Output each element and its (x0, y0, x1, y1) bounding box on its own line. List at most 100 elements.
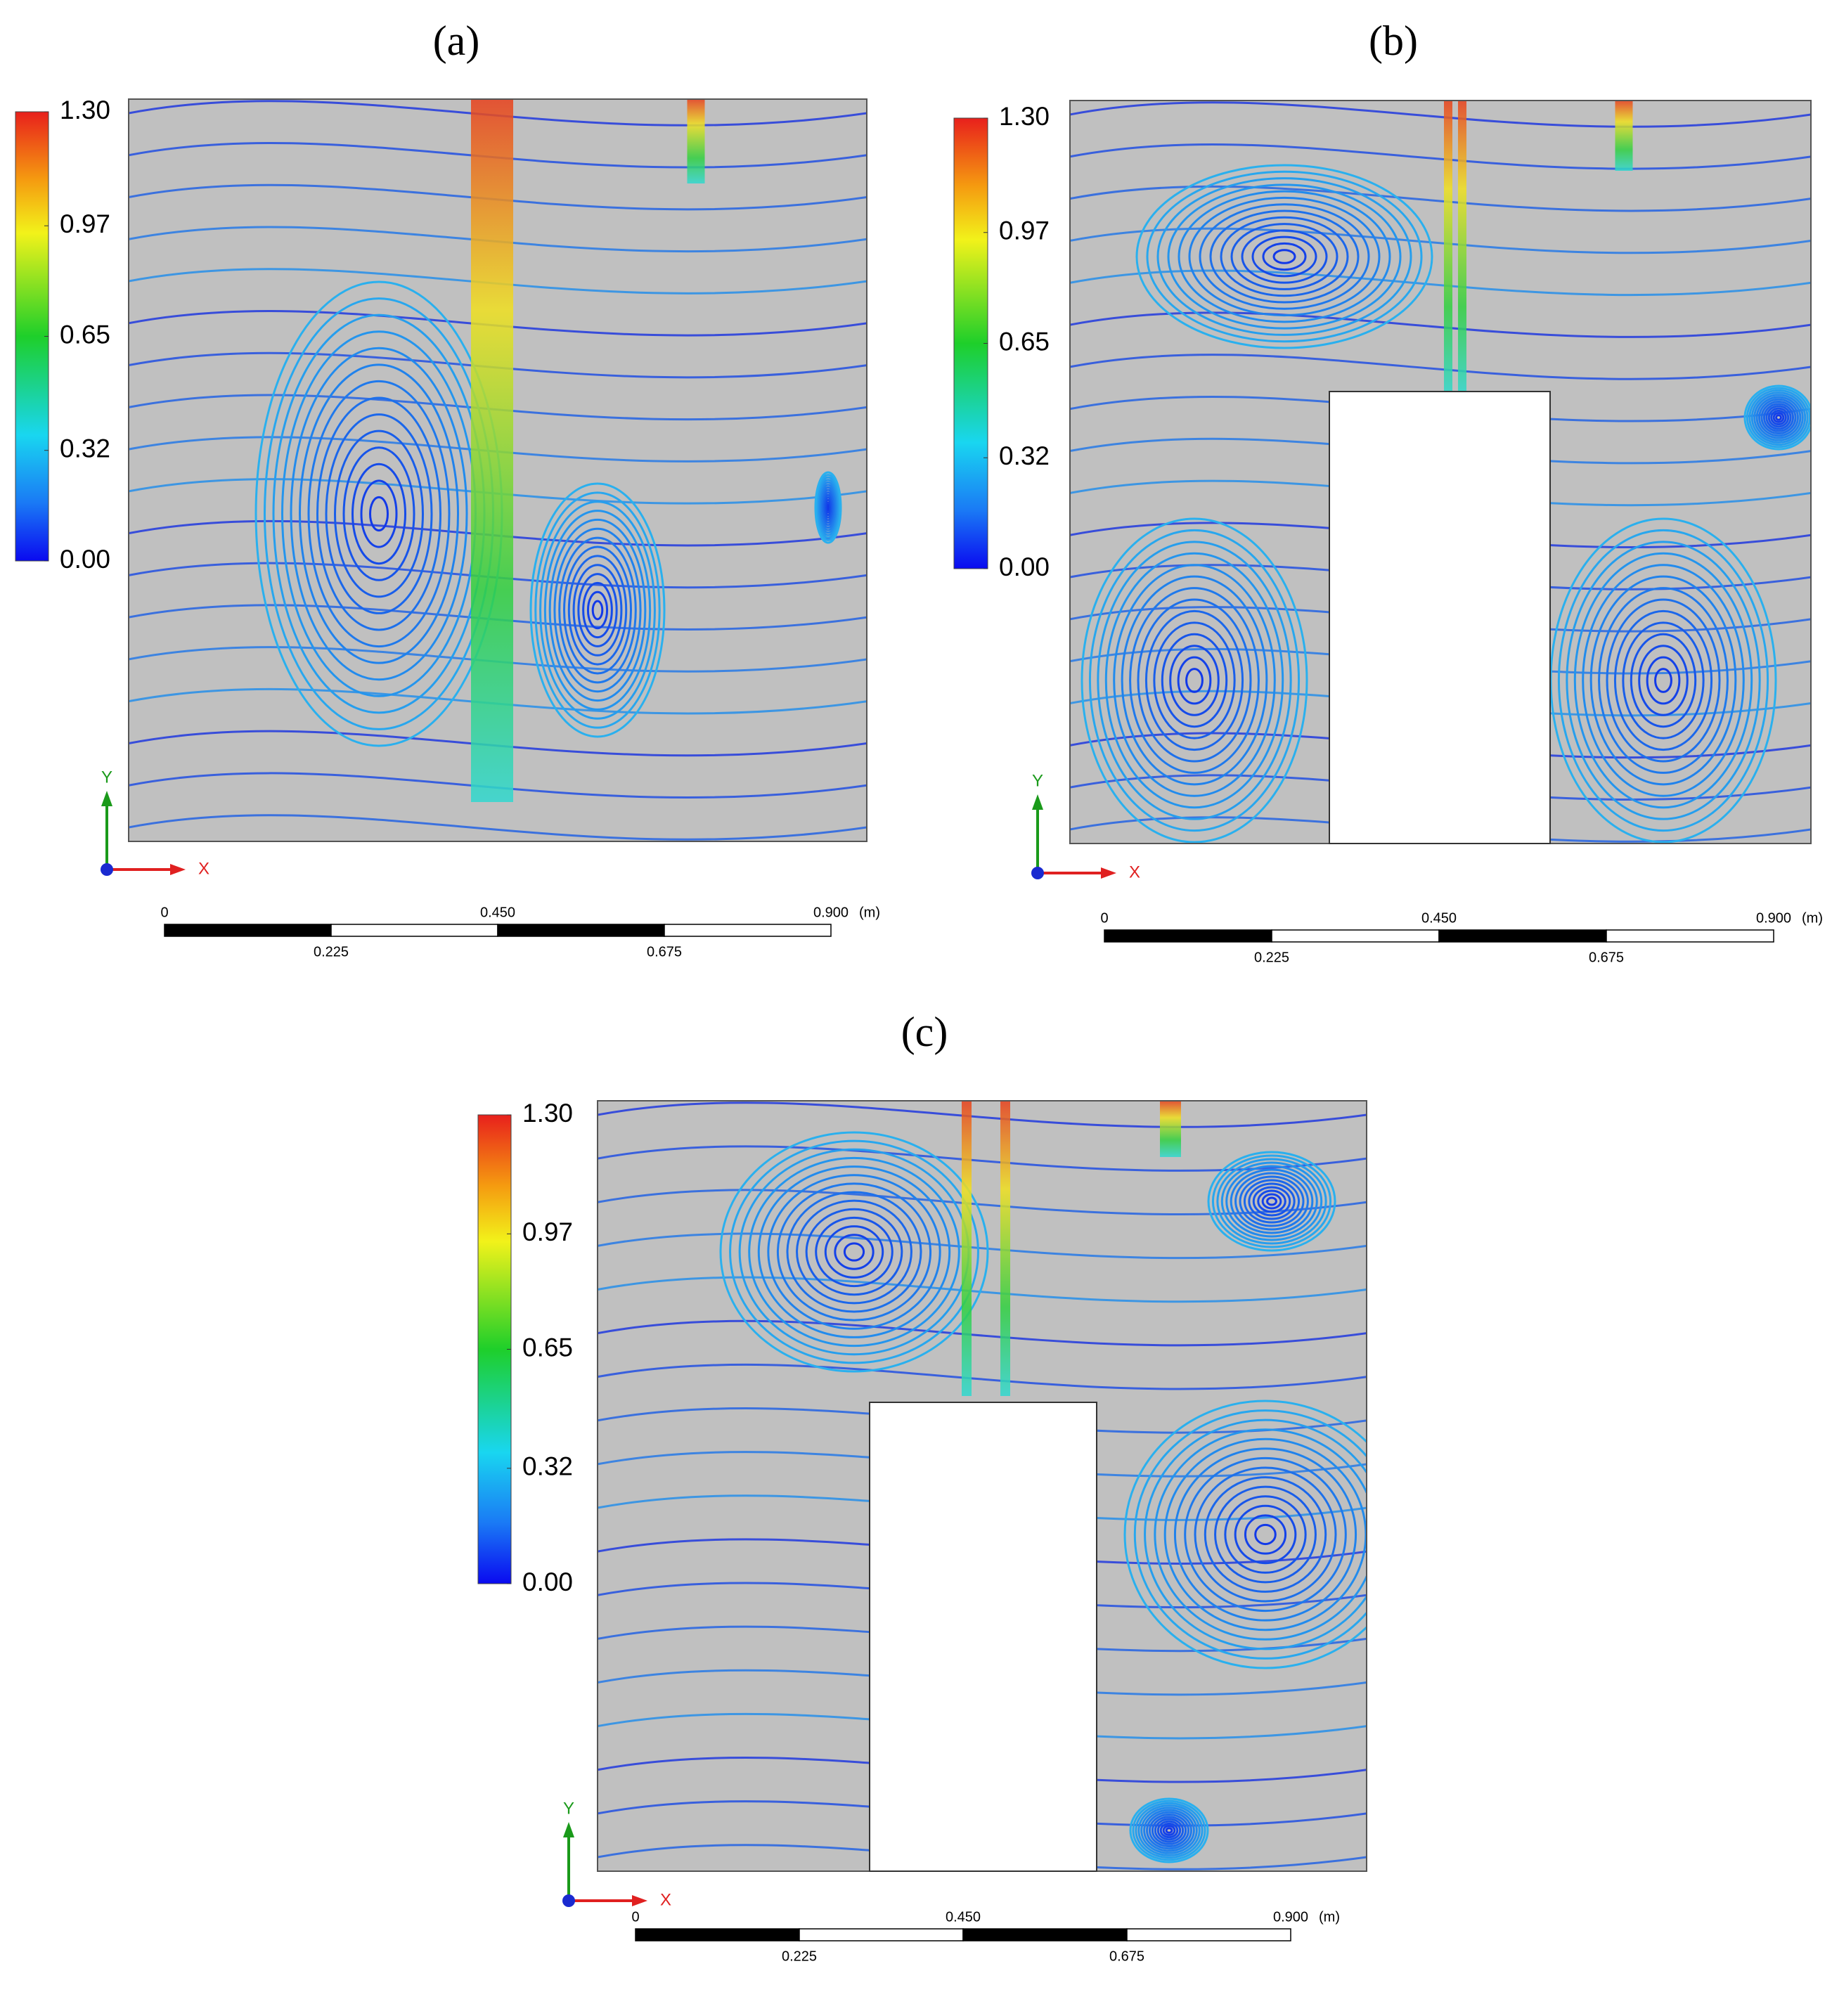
vortex-streamline (1772, 412, 1785, 423)
scale-segment (635, 1928, 800, 1941)
scale-segment (1126, 1928, 1291, 1941)
vortex-streamline (1123, 1400, 1367, 1669)
colorbar (15, 111, 49, 562)
y-arrow-head (563, 1822, 574, 1837)
streamline (598, 1276, 1367, 1303)
scale-segment (330, 924, 498, 937)
scale-label: 0.225 (314, 944, 349, 959)
vortex-streamline (1765, 405, 1792, 430)
obstacle (869, 1402, 1097, 1872)
streamline (129, 268, 867, 295)
streamline (1070, 101, 1811, 128)
scale-label: 0.900 (1273, 1909, 1308, 1925)
vortex-streamline (776, 1182, 932, 1322)
vortex-streamline (1188, 196, 1381, 317)
vortex-streamline (582, 581, 613, 639)
vortex-streamline (1178, 190, 1391, 323)
vortex-streamline (1156, 177, 1412, 336)
vortex-streamline (543, 510, 652, 711)
inlet-jet (687, 99, 705, 183)
colorbar-tick-label: 1.30 (522, 1099, 573, 1127)
inlet-jet (1160, 1101, 1181, 1157)
inlet-jet (1458, 101, 1466, 396)
origin (1031, 867, 1044, 879)
vortex-streamline (1199, 203, 1370, 310)
streamline (129, 183, 867, 211)
vortex-streamline (1239, 1175, 1305, 1227)
colorbar-tick-label: 0.65 (60, 320, 110, 349)
vortex-streamline (824, 1225, 884, 1279)
vortex-streamline (1204, 1476, 1327, 1593)
streamline (598, 1363, 1367, 1390)
vortex-streamline (1162, 1825, 1176, 1836)
vortex-streamline (1167, 183, 1402, 330)
vortex-streamline (299, 363, 459, 664)
streamline (129, 351, 867, 379)
vortex-streamline (1606, 598, 1721, 763)
vortex-streamline (1750, 392, 1807, 444)
y-arrow-head (1032, 794, 1043, 810)
scale-label: 0.900 (1756, 910, 1791, 926)
panel: (b) 1.30 0.97 0.65 0.32 0.00 Y X 0 0.225 0.450 0.67… (953, 18, 1823, 965)
vortex-streamline (1185, 668, 1204, 693)
vortex-streamline (1243, 1179, 1301, 1224)
scale-unit: (m) (1319, 1909, 1340, 1925)
panel-label: (c) (901, 1009, 948, 1055)
streamline (129, 478, 867, 505)
vortex-streamline (1566, 541, 1761, 820)
vortex-streamline (307, 380, 451, 648)
vortex-streamline (1262, 242, 1307, 271)
vortex-streamline (1154, 1428, 1367, 1641)
vortex-streamline (1153, 621, 1236, 739)
vortex-streamline (1135, 1802, 1204, 1859)
x-arrow-head (1101, 867, 1116, 879)
x-arrow-head (632, 1895, 647, 1906)
vortex-streamline (815, 1216, 894, 1288)
vortex-streamline (1146, 1811, 1192, 1850)
vortex-streamline (534, 491, 661, 729)
streamline (129, 310, 867, 337)
scale-label: 0.675 (1589, 950, 1624, 965)
vortex-streamline (1173, 1447, 1357, 1622)
vortex-streamline (1209, 209, 1360, 304)
colorbar (953, 117, 988, 569)
vortex-streamline (1654, 668, 1672, 693)
vortex-streamline (1220, 216, 1349, 297)
vortex-streamline (1248, 1182, 1296, 1220)
vortex-streamline (1767, 407, 1790, 428)
colorbar-tick-label: 0.32 (999, 441, 1050, 470)
inlet-jet (1000, 1101, 1010, 1396)
vortex-streamline (1257, 1189, 1286, 1213)
vortex-streamline (1622, 621, 1705, 739)
streamline (129, 100, 867, 127)
vortex-streamline (1746, 387, 1811, 448)
vortex-streamline (1154, 1818, 1185, 1843)
vortex-streamline (1225, 1165, 1318, 1238)
vortex-streamline (719, 1131, 989, 1373)
vortex-streamline (591, 600, 604, 621)
vortex-streamline (369, 496, 389, 532)
streamline (129, 646, 867, 673)
scale-segment (1104, 929, 1272, 943)
vortex-streamline (1151, 1816, 1187, 1845)
vortex-streamline (1748, 389, 1809, 446)
vortex-streamline (1159, 1822, 1179, 1839)
vortex-streamline (1129, 587, 1260, 774)
vortex-streamline (1743, 385, 1811, 451)
vortex-streamline (826, 503, 830, 512)
vortex-streamline (1146, 170, 1423, 343)
colorbar-tick-label: 1.30 (60, 96, 110, 124)
vortex-streamline (1144, 1419, 1367, 1650)
scale-segment (664, 924, 832, 937)
vortex-streamline (539, 500, 656, 720)
x-arrow-head (170, 864, 186, 875)
origin (101, 863, 113, 876)
vortex-streamline (1207, 1151, 1336, 1252)
streamline (1070, 185, 1811, 212)
vortex-streamline (1234, 1504, 1297, 1565)
vortex-streamline (757, 1165, 951, 1338)
vortex-streamline (1646, 656, 1681, 705)
colorbar-tick-label: 0.65 (999, 327, 1050, 356)
vortex-streamline (1097, 541, 1292, 820)
